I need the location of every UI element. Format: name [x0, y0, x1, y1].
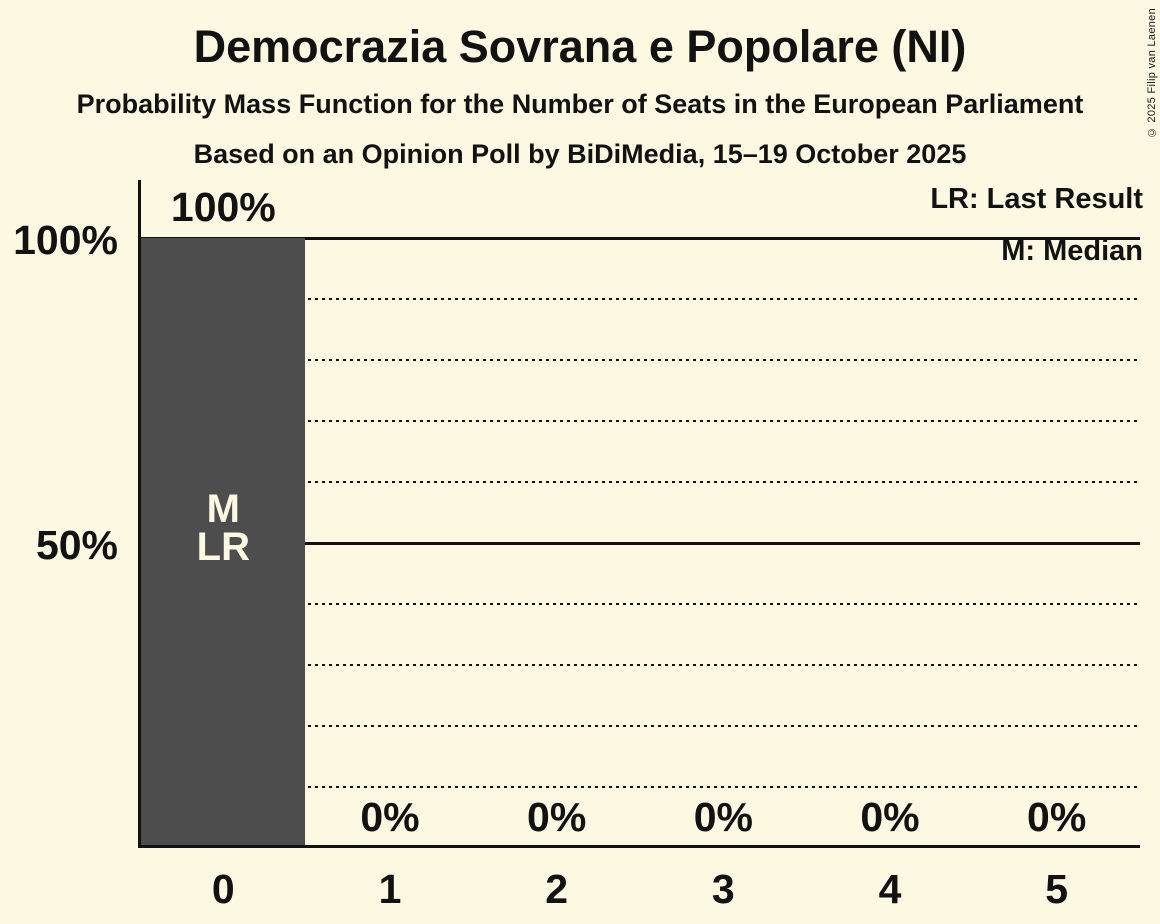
gridline-solid-50pct [140, 541, 1140, 545]
x-axis-line [138, 845, 1140, 848]
gridline-dotted-70pct [140, 420, 1140, 422]
bar-value-label-1: 0% [360, 794, 420, 840]
chart-title: Democrazia Sovrana e Popolare (NI) [193, 21, 967, 72]
bar-value-label-0: 100% [170, 184, 276, 230]
y-axis-line [138, 180, 141, 848]
x-tick-label-1: 1 [378, 866, 402, 912]
gridline-dotted-30pct [140, 664, 1140, 666]
bar-seats-0 [141, 238, 305, 848]
y-axis-label-100%: 100% [13, 217, 118, 263]
copyright-notice: © 2025 Filip van Laenen [1146, 8, 1158, 139]
legend-median: M: Median [1001, 235, 1143, 267]
gridline-dotted-10pct [140, 786, 1140, 788]
x-tick-label-4: 4 [878, 866, 902, 912]
legend-last-result: LR: Last Result [930, 183, 1143, 215]
chart-subtitle: Probability Mass Function for the Number… [76, 89, 1084, 119]
bar-value-label-4: 0% [860, 794, 920, 840]
bar-value-label-3: 0% [693, 794, 753, 840]
gridline-dotted-90pct [140, 298, 1140, 300]
bar-value-label-5: 0% [1027, 794, 1087, 840]
bar-value-label-2: 0% [527, 794, 587, 840]
x-tick-label-2: 2 [545, 866, 569, 912]
gridline-dotted-20pct [140, 725, 1140, 727]
gridline-dotted-80pct [140, 359, 1140, 361]
gridline-dotted-40pct [140, 603, 1140, 605]
gridline-dotted-60pct [140, 481, 1140, 483]
bar-annotation-line-lr: LR [196, 525, 250, 569]
x-tick-label-5: 5 [1045, 866, 1069, 912]
x-tick-label-0: 0 [211, 866, 235, 912]
gridline-solid-100pct [140, 236, 1140, 240]
x-tick-label-3: 3 [711, 866, 735, 912]
bar-annotation-line-m: M [206, 487, 240, 531]
bar-annotation-m-lr: M LR [140, 487, 307, 569]
chart-source-note: Based on an Opinion Poll by BiDiMedia, 1… [193, 139, 967, 169]
y-axis-label-50%: 50% [35, 522, 118, 568]
